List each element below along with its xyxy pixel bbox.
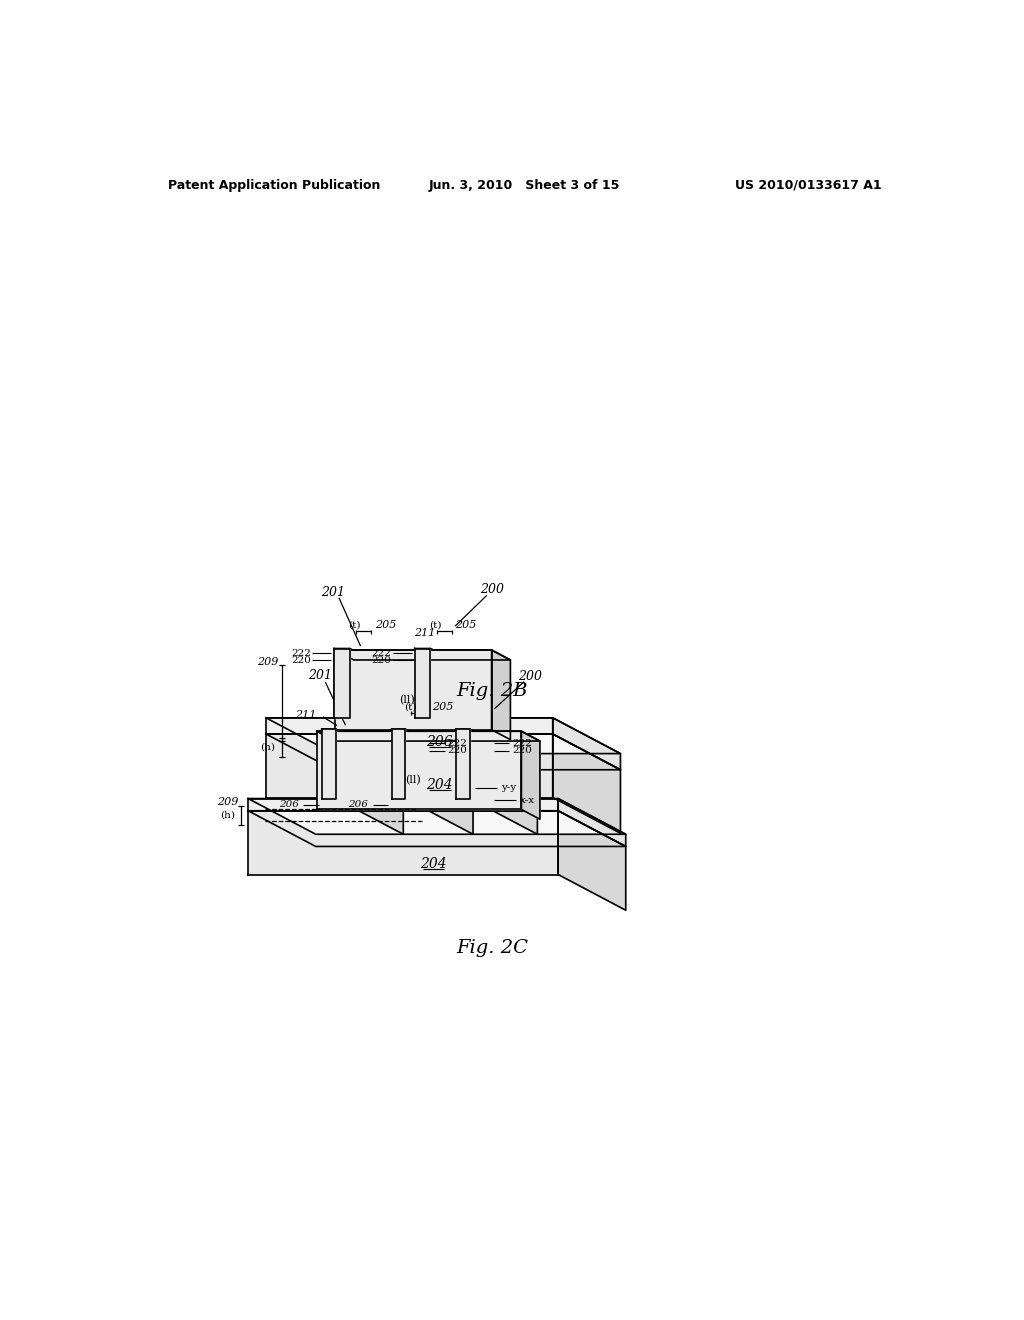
Text: 205: 205	[456, 620, 477, 630]
Text: Jun. 3, 2010   Sheet 3 of 15: Jun. 3, 2010 Sheet 3 of 15	[429, 178, 621, 191]
Text: Fig. 2B: Fig. 2B	[457, 682, 528, 700]
Polygon shape	[415, 648, 430, 718]
Polygon shape	[456, 729, 538, 766]
Polygon shape	[248, 799, 626, 834]
Polygon shape	[316, 731, 521, 809]
Text: 220: 220	[291, 656, 311, 664]
Polygon shape	[349, 648, 418, 754]
Text: x-x: x-x	[519, 796, 535, 805]
Text: 204: 204	[427, 777, 454, 792]
Text: (ll): (ll)	[404, 775, 421, 785]
Text: 220: 220	[372, 656, 391, 664]
Text: 222: 222	[372, 648, 391, 657]
Polygon shape	[334, 648, 418, 684]
Polygon shape	[415, 648, 430, 718]
Polygon shape	[558, 799, 626, 846]
Text: 205: 205	[432, 701, 453, 711]
Polygon shape	[335, 649, 510, 660]
Text: 204: 204	[420, 857, 446, 871]
Polygon shape	[553, 718, 621, 770]
Polygon shape	[322, 729, 403, 766]
Text: 222: 222	[512, 739, 532, 748]
Text: 200: 200	[480, 583, 504, 597]
Text: (h): (h)	[260, 743, 275, 752]
Text: 211: 211	[415, 628, 435, 639]
Text: Fig. 2C: Fig. 2C	[457, 939, 528, 957]
Polygon shape	[558, 810, 626, 911]
Polygon shape	[322, 729, 336, 799]
Text: 206: 206	[348, 800, 369, 809]
Polygon shape	[266, 718, 621, 754]
Text: (h): (h)	[220, 810, 234, 820]
Text: 209: 209	[217, 796, 238, 807]
Text: 220: 220	[512, 746, 532, 755]
Polygon shape	[334, 648, 349, 718]
Text: (t): (t)	[404, 702, 417, 711]
Text: 206: 206	[427, 735, 454, 748]
Polygon shape	[266, 734, 621, 770]
Polygon shape	[266, 734, 553, 797]
Text: Patent Application Publication: Patent Application Publication	[168, 178, 381, 191]
Text: (t): (t)	[429, 620, 441, 630]
Text: 222: 222	[291, 648, 311, 657]
Polygon shape	[248, 810, 626, 846]
Text: 211: 211	[296, 710, 316, 719]
Polygon shape	[336, 729, 403, 834]
Text: 222: 222	[447, 739, 468, 748]
Polygon shape	[391, 729, 473, 766]
Text: 201: 201	[308, 669, 332, 682]
Text: 205: 205	[375, 620, 396, 630]
Polygon shape	[391, 729, 406, 799]
Text: 220: 220	[447, 746, 468, 755]
Polygon shape	[415, 648, 498, 684]
Text: 209: 209	[257, 657, 279, 668]
Polygon shape	[334, 648, 349, 718]
Polygon shape	[266, 718, 553, 734]
Text: (ll): (ll)	[399, 694, 415, 705]
Polygon shape	[406, 729, 473, 834]
Polygon shape	[391, 729, 406, 799]
Text: 206: 206	[279, 800, 299, 809]
Polygon shape	[456, 729, 470, 799]
Text: (t): (t)	[348, 620, 360, 630]
Polygon shape	[430, 648, 498, 754]
Polygon shape	[470, 729, 538, 834]
Polygon shape	[248, 810, 558, 875]
Polygon shape	[335, 649, 492, 730]
Polygon shape	[553, 734, 621, 833]
Text: 200: 200	[518, 669, 543, 682]
Polygon shape	[492, 649, 510, 739]
Text: US 2010/0133617 A1: US 2010/0133617 A1	[734, 178, 882, 191]
Polygon shape	[456, 729, 470, 799]
Polygon shape	[316, 731, 540, 741]
Polygon shape	[322, 729, 336, 799]
Polygon shape	[521, 731, 540, 820]
Polygon shape	[248, 799, 558, 810]
Text: y-y: y-y	[501, 783, 516, 792]
Text: 201: 201	[322, 586, 345, 599]
